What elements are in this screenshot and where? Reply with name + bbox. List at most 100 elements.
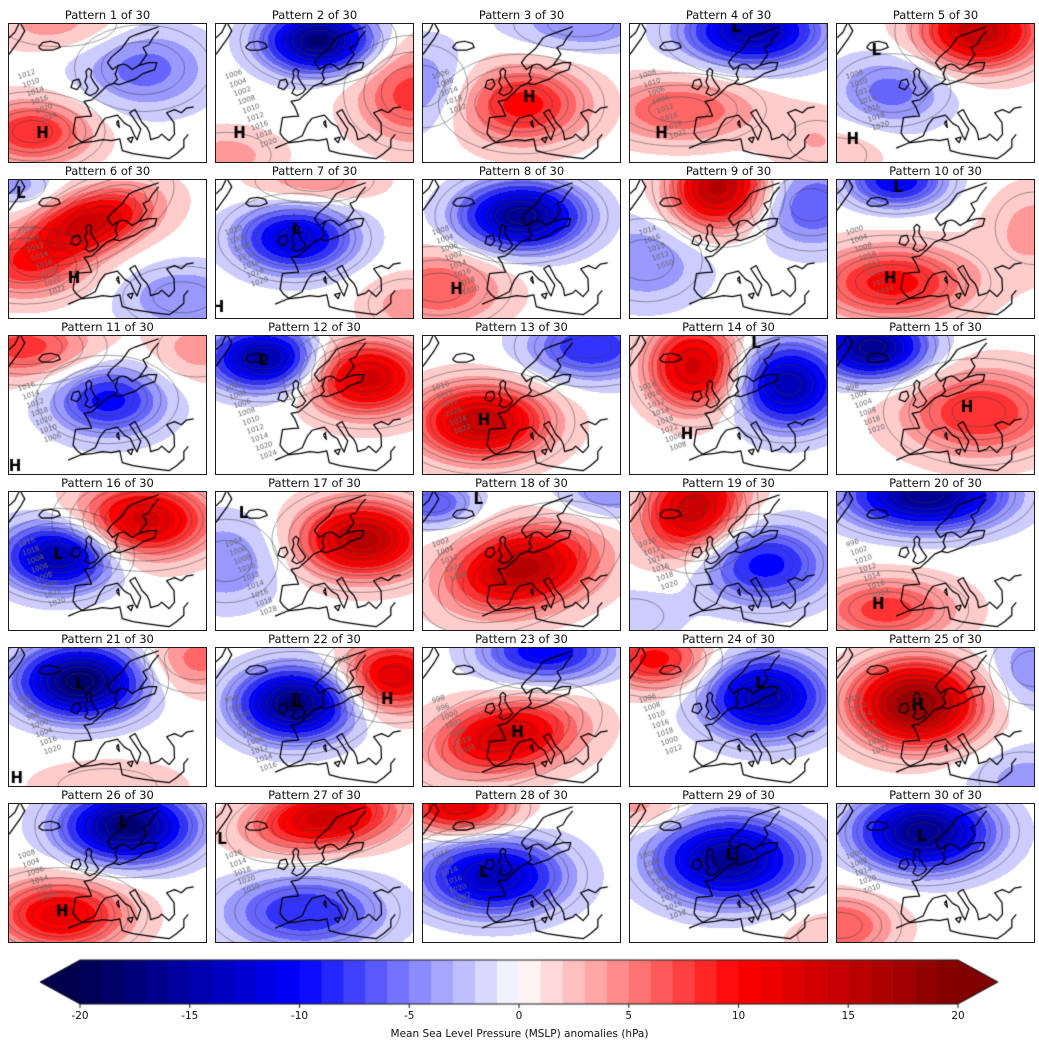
colorbar-tick-label: 5 (625, 1010, 633, 1022)
panel-title: Pattern 2 of 30 (271, 8, 358, 22)
pattern-panel: Pattern 9 of 30 (629, 164, 828, 320)
panel-title: Pattern 20 of 30 (889, 476, 982, 490)
pattern-panel: Pattern 6 of 30 (8, 164, 207, 320)
pattern-panel: Pattern 7 of 30 (215, 164, 414, 320)
map-canvas (629, 335, 828, 475)
map-canvas (836, 803, 1035, 943)
pattern-panel: Pattern 1 of 30 (8, 8, 207, 164)
pattern-panel: Pattern 18 of 30 (422, 476, 621, 632)
pattern-panel: Pattern 17 of 30 (215, 476, 414, 632)
panel-title: Pattern 25 of 30 (889, 632, 982, 646)
panel-title: Pattern 10 of 30 (889, 164, 982, 178)
panel-title: Pattern 6 of 30 (64, 164, 151, 178)
pattern-panel: Pattern 5 of 30 (836, 8, 1035, 164)
map-canvas (215, 491, 414, 631)
map-canvas (836, 179, 1035, 319)
colorbar-ticks: -20 -15 -10 -5 0 5 10 15 20 (0, 1010, 1039, 1026)
pattern-panel: Pattern 15 of 30 (836, 320, 1035, 476)
panel-title: Pattern 14 of 30 (682, 320, 775, 334)
map-canvas (8, 491, 207, 631)
pattern-panel: Pattern 4 of 30 (629, 8, 828, 164)
map-canvas (836, 335, 1035, 475)
pattern-panel: Pattern 20 of 30 (836, 476, 1035, 632)
panel-title: Pattern 28 of 30 (475, 788, 568, 802)
map-canvas (629, 803, 828, 943)
map-canvas (422, 803, 621, 943)
panel-title: Pattern 26 of 30 (61, 788, 154, 802)
colorbar-tick-label: 0 (515, 1010, 523, 1022)
pattern-panel: Pattern 14 of 30 (629, 320, 828, 476)
map-canvas (8, 179, 207, 319)
map-canvas (629, 23, 828, 163)
panel-title: Pattern 12 of 30 (268, 320, 361, 334)
pattern-panel: Pattern 24 of 30 (629, 632, 828, 788)
colorbar-axis-label: Mean Sea Level Pressure (MSLP) anomalies… (390, 1028, 649, 1040)
pattern-panel: Pattern 23 of 30 (422, 632, 621, 788)
map-canvas (629, 179, 828, 319)
panel-title: Pattern 19 of 30 (682, 476, 775, 490)
map-canvas (8, 23, 207, 163)
pattern-grid: Pattern 1 of 30 Pattern 2 of 30 Pattern … (8, 8, 1035, 944)
panel-title: Pattern 23 of 30 (475, 632, 568, 646)
panel-title: Pattern 21 of 30 (61, 632, 154, 646)
panel-title: Pattern 15 of 30 (889, 320, 982, 334)
pattern-panel: Pattern 12 of 30 (215, 320, 414, 476)
map-canvas (629, 491, 828, 631)
map-canvas (215, 335, 414, 475)
pattern-panel: Pattern 19 of 30 (629, 476, 828, 632)
panel-title: Pattern 27 of 30 (268, 788, 361, 802)
colorbar-tick-label: 20 (951, 1010, 965, 1022)
map-canvas (215, 647, 414, 787)
pattern-panel: Pattern 25 of 30 (836, 632, 1035, 788)
panel-title: Pattern 17 of 30 (268, 476, 361, 490)
pattern-panel: Pattern 8 of 30 (422, 164, 621, 320)
colorbar-gradient (0, 958, 1039, 1010)
pattern-panel: Pattern 16 of 30 (8, 476, 207, 632)
panel-title: Pattern 30 of 30 (889, 788, 982, 802)
colorbar: -20 -15 -10 -5 0 5 10 15 20 Mean Sea Level Press… (0, 958, 1039, 1040)
map-canvas (8, 647, 207, 787)
map-canvas (8, 803, 207, 943)
panel-title: Pattern 9 of 30 (685, 164, 772, 178)
panel-title: Pattern 1 of 30 (64, 8, 151, 22)
map-canvas (836, 647, 1035, 787)
map-canvas (836, 23, 1035, 163)
map-canvas (422, 647, 621, 787)
map-canvas (422, 23, 621, 163)
pattern-panel: Pattern 29 of 30 (629, 788, 828, 944)
pattern-panel: Pattern 11 of 30 (8, 320, 207, 476)
panel-title: Pattern 18 of 30 (475, 476, 568, 490)
map-canvas (215, 803, 414, 943)
map-canvas (215, 179, 414, 319)
pattern-panel: Pattern 10 of 30 (836, 164, 1035, 320)
panel-title: Pattern 8 of 30 (478, 164, 565, 178)
pattern-panel: Pattern 3 of 30 (422, 8, 621, 164)
panel-title: Pattern 4 of 30 (685, 8, 772, 22)
map-canvas (422, 335, 621, 475)
pattern-panel: Pattern 22 of 30 (215, 632, 414, 788)
map-canvas (215, 23, 414, 163)
panel-title: Pattern 22 of 30 (268, 632, 361, 646)
panel-title: Pattern 13 of 30 (475, 320, 568, 334)
panel-title: Pattern 3 of 30 (478, 8, 565, 22)
colorbar-tick-label: 15 (841, 1010, 855, 1022)
pattern-panel: Pattern 30 of 30 (836, 788, 1035, 944)
pattern-panel: Pattern 13 of 30 (422, 320, 621, 476)
colorbar-tick-label: -20 (71, 1010, 89, 1022)
pattern-panel: Pattern 28 of 30 (422, 788, 621, 944)
pattern-panel: Pattern 21 of 30 (8, 632, 207, 788)
panel-title: Pattern 24 of 30 (682, 632, 775, 646)
colorbar-tick-label: 10 (731, 1010, 746, 1022)
panel-title: Pattern 7 of 30 (271, 164, 358, 178)
map-canvas (629, 647, 828, 787)
colorbar-tick-label: -5 (404, 1010, 415, 1022)
panel-title: Pattern 5 of 30 (892, 8, 979, 22)
panel-title: Pattern 16 of 30 (61, 476, 154, 490)
panel-title: Pattern 29 of 30 (682, 788, 775, 802)
pattern-panel: Pattern 2 of 30 (215, 8, 414, 164)
map-canvas (8, 335, 207, 475)
map-canvas (836, 491, 1035, 631)
pattern-panel: Pattern 26 of 30 (8, 788, 207, 944)
colorbar-tick-label: -15 (181, 1010, 199, 1022)
